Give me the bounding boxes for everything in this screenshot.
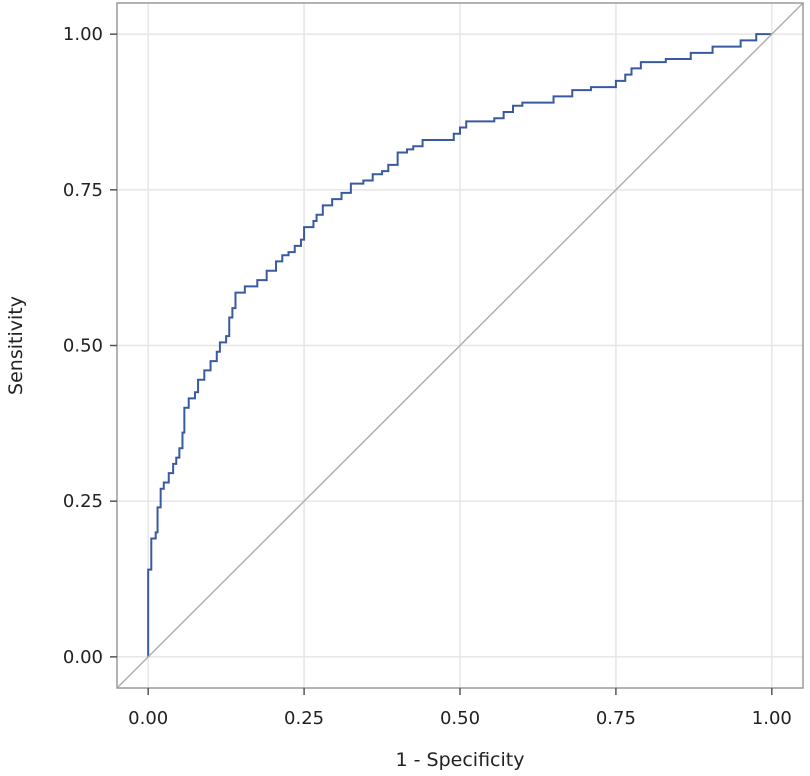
x-axis-title: 1 - Specificity	[396, 749, 525, 771]
x-tick-label: 0.75	[596, 708, 636, 729]
y-tick-label: 1.00	[63, 24, 103, 45]
x-tick-label: 0.00	[128, 708, 168, 729]
x-tick-label: 0.50	[440, 708, 480, 729]
y-tick-label: 0.50	[63, 336, 103, 357]
grid-lines	[117, 3, 803, 688]
reference-diagonal	[116, 2, 804, 689]
plot-series	[116, 2, 804, 689]
y-axis-title: Sensitivity	[5, 296, 27, 395]
axis-ticks: 0.00 0.25 0.50 0.75 1.00 0.00 0.25 0.50 0.75 1.00	[63, 24, 792, 729]
y-tick-label: 0.25	[63, 491, 103, 512]
roc-curve	[147, 33, 772, 657]
x-tick-label: 0.25	[284, 708, 324, 729]
y-tick-label: 0.00	[63, 647, 103, 668]
x-tick-label: 1.00	[752, 708, 792, 729]
y-tick-label: 0.75	[63, 180, 103, 201]
